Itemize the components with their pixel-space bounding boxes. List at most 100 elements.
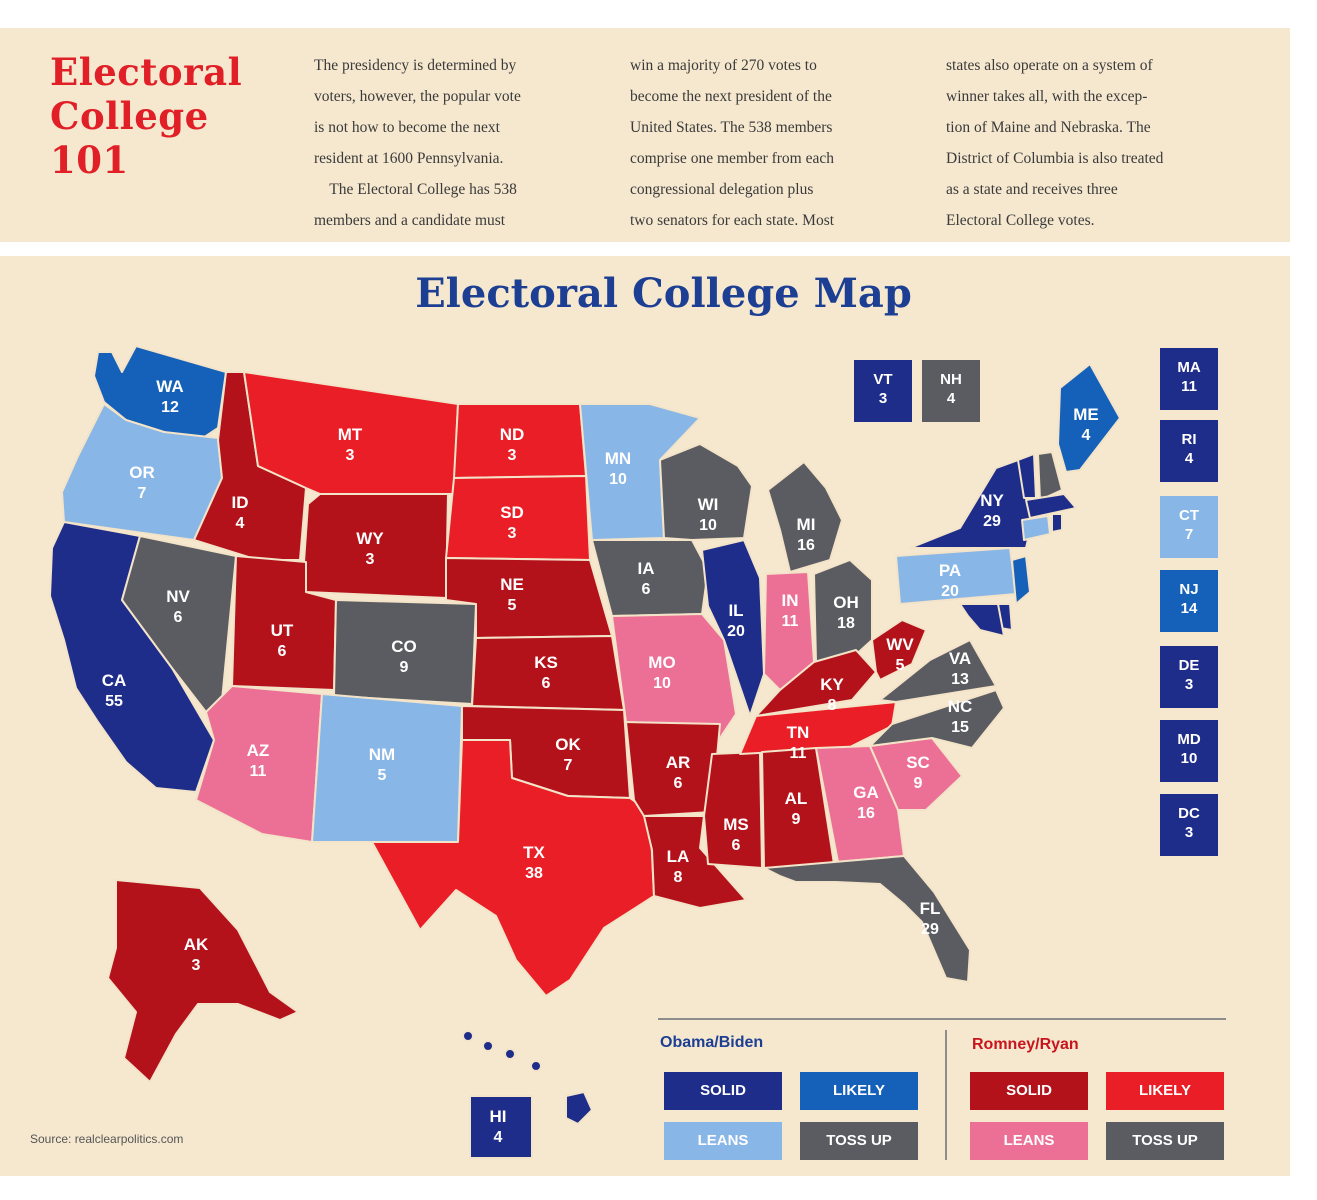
state-label: NY (980, 491, 1004, 510)
state-votes: 6 (674, 775, 683, 792)
state-votes: 20 (941, 583, 959, 600)
state-votes: 9 (792, 811, 801, 828)
state-box-votes: 3 (878, 390, 888, 407)
intro-line: The Electoral College has 538 (314, 181, 517, 198)
state-label: IN (782, 591, 799, 610)
legend-rep-title: Romney/Ryan (972, 1036, 1079, 1053)
state-box-nh: NH 4 (922, 360, 980, 422)
state-votes: 7 (564, 757, 573, 774)
state-votes: 12 (161, 399, 179, 416)
intro-line: states also operate on a system of (946, 57, 1153, 74)
intro-line: winner takes all, with the excep- (946, 88, 1148, 105)
state-box-votes: 14 (1180, 600, 1198, 617)
state-box-label: NJ (1179, 581, 1199, 598)
state-votes: 13 (951, 671, 969, 688)
legend-separator (945, 1030, 947, 1160)
state-tn (739, 701, 897, 755)
state-label: TX (523, 843, 545, 862)
intro-line: become the next president of the (630, 88, 832, 105)
state-label: OR (129, 463, 155, 482)
intro-line: congressional delegation plus (630, 181, 814, 198)
legend-dem-dem-leans: LEANS (664, 1122, 782, 1160)
intro-title-line: Electoral (50, 50, 243, 94)
state-votes: 5 (896, 657, 905, 674)
state-box-label: MA (1177, 359, 1201, 376)
intro-line: Electoral College votes. (946, 212, 1095, 229)
state-ks (471, 635, 625, 711)
state-label: IA (638, 559, 655, 578)
intro-line: voters, however, the popular vote (314, 88, 521, 105)
state-ma (1025, 493, 1077, 519)
state-ar (625, 721, 721, 817)
state-label: NV (166, 587, 190, 606)
intro-column-2: win a majority of 270 votes to become th… (630, 50, 920, 236)
state-votes: 8 (828, 697, 837, 714)
state-ia (591, 539, 709, 617)
state-ny (909, 457, 1033, 549)
state-votes: 5 (378, 767, 387, 784)
state-label: AL (785, 789, 808, 808)
legend-divider (658, 1018, 1226, 1020)
intro-line: District of Columbia is also treated (946, 150, 1164, 167)
intro-line: members and a candidate must (314, 212, 506, 229)
state-votes: 6 (174, 609, 183, 626)
state-votes: 18 (837, 615, 855, 632)
state-box-label: NH (940, 371, 962, 388)
state-box-ct: CT 7 (1160, 496, 1218, 558)
state-box-votes: 10 (1180, 750, 1198, 767)
state-votes: 9 (914, 775, 923, 792)
intro-title: Electoral College 101 (50, 50, 290, 182)
state-box-label: DE (1178, 657, 1200, 674)
state-votes: 15 (951, 719, 969, 736)
state-hi (565, 1091, 593, 1125)
state-label: KY (820, 675, 844, 694)
state-box-votes: 11 (1181, 378, 1197, 395)
state-votes: 10 (609, 471, 627, 488)
hawaii-island (530, 1060, 542, 1072)
state-box-votes: 4 (1184, 450, 1194, 467)
state-nm (311, 693, 463, 843)
state-votes: 16 (797, 537, 815, 554)
state-label: IL (728, 601, 743, 620)
state-votes: 16 (857, 805, 875, 822)
state-ct (1021, 515, 1051, 541)
state-ak (107, 879, 299, 1083)
state-label: NE (500, 575, 524, 594)
state-label: MI (797, 515, 816, 534)
state-votes: 11 (790, 745, 807, 762)
state-label: SD (500, 503, 524, 522)
state-votes: 4 (236, 515, 245, 532)
state-box-label: DC (1178, 805, 1200, 822)
intro-line: tion of Maine and Nebraska. The (946, 119, 1151, 136)
state-label: KS (534, 653, 558, 672)
state-label: AZ (247, 741, 270, 760)
state-la (643, 815, 747, 909)
state-label: TN (787, 723, 810, 742)
legend-dem-dem-solid: SOLID (664, 1072, 782, 1110)
state-label: MO (648, 653, 675, 672)
state-box-label: VT (873, 371, 893, 388)
state-box-nj: NJ 14 (1160, 570, 1218, 632)
state-label: FL (920, 899, 941, 918)
legend-dem-dem-likely: LIKELY (800, 1072, 918, 1110)
state-label: AR (666, 753, 691, 772)
state-label: CO (391, 637, 417, 656)
state-box-de: DE 3 (1160, 646, 1218, 708)
state-votes: 6 (542, 675, 551, 692)
state-il (701, 539, 765, 717)
state-va (879, 639, 997, 703)
map-title: Electoral College Map (415, 270, 912, 317)
intro-line: comprise one member from each (630, 150, 834, 167)
intro-title-line: 101 (50, 138, 129, 182)
source-note: Source: realclearpolitics.com (30, 1132, 184, 1146)
state-box-votes: 7 (1184, 526, 1194, 543)
state-votes: 6 (642, 581, 651, 598)
state-box-ma: MA 11 (1160, 348, 1218, 410)
intro-line: win a majority of 270 votes to (630, 57, 817, 74)
state-mo (611, 613, 737, 739)
intro-column-1: The presidency is determined by voters, … (314, 50, 604, 236)
state-label: OH (833, 593, 859, 612)
state-nh (1037, 451, 1063, 501)
state-label: AK (184, 935, 209, 954)
